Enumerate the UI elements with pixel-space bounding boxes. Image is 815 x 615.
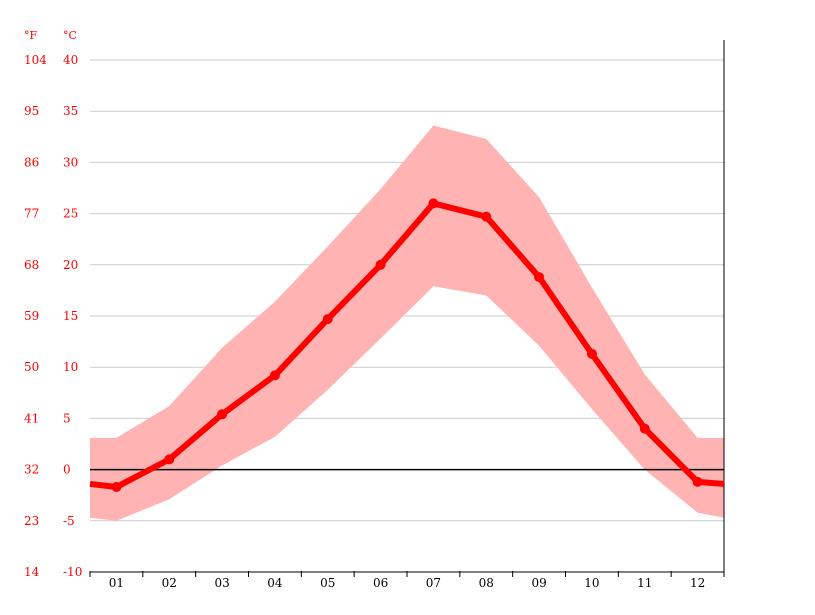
y-tick-label-celsius: 35 (63, 104, 78, 118)
y-tick-label-fahrenheit: 59 (24, 309, 39, 323)
average-temperature-line (89, 200, 725, 491)
data-point (586, 348, 597, 359)
y-tick-label-celsius: 20 (63, 258, 78, 272)
y-tick-label-celsius: 40 (63, 53, 78, 67)
x-tick-label: 10 (584, 576, 599, 590)
data-point (639, 423, 650, 434)
data-point (534, 272, 545, 283)
x-tick-label: 11 (637, 576, 652, 590)
y-tick-label-celsius: 5 (63, 411, 71, 425)
y-tick-label-fahrenheit: 95 (24, 104, 39, 118)
data-point (692, 476, 703, 487)
x-tick-label: 05 (320, 576, 335, 590)
x-tick-label: 12 (690, 576, 705, 590)
y-tick-label-fahrenheit: 50 (24, 360, 39, 374)
y-tick-label-fahrenheit: 104 (24, 53, 47, 67)
x-tick-label: 02 (162, 576, 177, 590)
unit-label-fahrenheit: °F (24, 29, 38, 42)
x-tick-label: 06 (373, 576, 388, 590)
y-tick-label-fahrenheit: 32 (24, 463, 39, 477)
data-point (481, 211, 492, 222)
data-point (375, 259, 386, 270)
y-tick-label-fahrenheit: 68 (24, 258, 39, 272)
y-tick-label-fahrenheit: 77 (24, 207, 39, 221)
data-point (322, 314, 333, 325)
x-tick-label: 08 (479, 576, 494, 590)
temperature-range-band (90, 125, 724, 521)
y-tick-label-fahrenheit: 14 (24, 565, 40, 579)
y-tick-label-celsius: 15 (63, 309, 78, 323)
data-point (217, 409, 228, 420)
y-tick-label-fahrenheit: 86 (24, 155, 39, 169)
y-tick-label-celsius: 10 (63, 360, 78, 374)
data-point (269, 370, 280, 381)
data-point (164, 454, 175, 465)
x-tick-label: 03 (214, 576, 229, 590)
x-tick-label: 07 (426, 576, 441, 590)
x-tick-label: 01 (109, 576, 124, 590)
y-tick-label-celsius: -10 (63, 565, 82, 579)
x-tick-label: 09 (531, 576, 546, 590)
y-tick-label-fahrenheit: 41 (24, 411, 39, 425)
y-tick-label-fahrenheit: 23 (24, 514, 39, 528)
x-tick-label: 04 (267, 576, 283, 590)
data-point (428, 198, 439, 209)
y-tick-label-celsius: 0 (63, 463, 71, 477)
data-point (111, 482, 122, 493)
y-tick-label-celsius: 30 (63, 155, 78, 169)
y-tick-label-celsius: 25 (63, 207, 78, 221)
unit-label-celsius: °C (63, 29, 77, 42)
y-tick-label-celsius: -5 (63, 514, 75, 528)
